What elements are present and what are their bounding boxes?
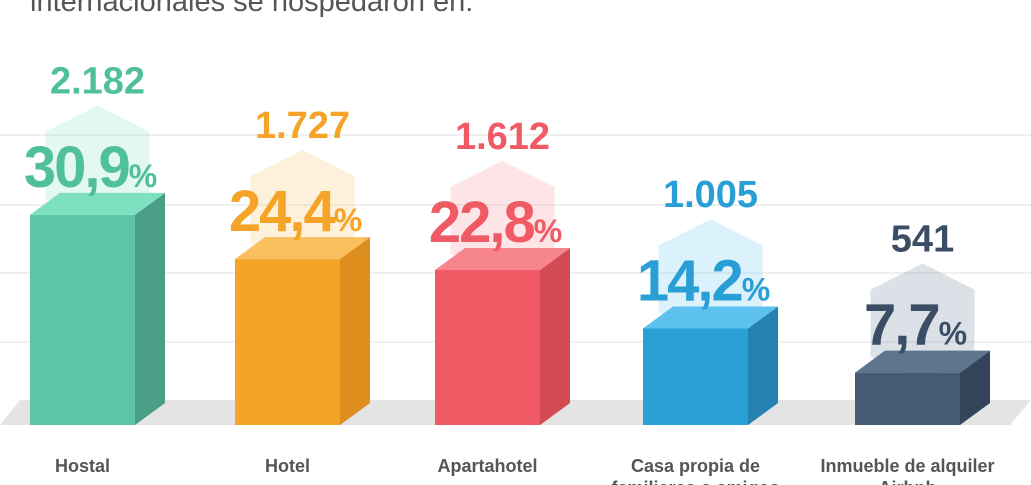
bar-side (135, 192, 165, 425)
bar-side (748, 306, 778, 425)
bar-top (30, 192, 165, 215)
count-label: 1.612 (455, 116, 550, 158)
category-label: Hotel (265, 456, 310, 476)
value-unit: % (334, 202, 362, 238)
count-label: 1.727 (255, 105, 350, 147)
bar-front (235, 259, 340, 425)
bar-side (340, 237, 370, 425)
value-number: 7,7 (864, 293, 939, 358)
bar-front (435, 269, 540, 425)
value-label: 24,4% (229, 179, 362, 244)
count-label: 2.182 (50, 61, 145, 103)
value-number: 24,4 (229, 179, 336, 244)
category-label: Inmueble de alquiler Airbnb (820, 456, 995, 485)
value-unit: % (742, 271, 770, 307)
count-label: 541 (891, 218, 954, 260)
value-label: 14,2% (637, 248, 770, 313)
value-number: 30,9 (24, 135, 130, 200)
bar-side (960, 350, 990, 425)
value-unit: % (939, 316, 967, 352)
bar-side (540, 247, 570, 425)
value-number: 14,2 (637, 248, 742, 313)
bar-top (435, 247, 570, 270)
bar-top (855, 350, 990, 373)
category-label: Casa propia de familiares o amigos (611, 456, 779, 485)
bar-top (643, 306, 778, 329)
bar-front (30, 214, 135, 425)
value-label: 7,7% (864, 293, 967, 358)
value-number: 22,8 (429, 190, 535, 255)
bar-top (235, 237, 370, 260)
bar-front (643, 328, 748, 425)
count-label: 1.005 (663, 174, 758, 216)
category-label: Apartahotel (437, 456, 538, 476)
value-label: 22,8% (429, 190, 562, 255)
chart-title: internacionales se hospedaron en: (30, 0, 474, 18)
value-label: 30,9% (24, 135, 157, 200)
category-label: Hostal (54, 456, 110, 476)
bar-front (855, 372, 960, 425)
value-unit: % (129, 158, 157, 194)
value-unit: % (534, 213, 562, 249)
